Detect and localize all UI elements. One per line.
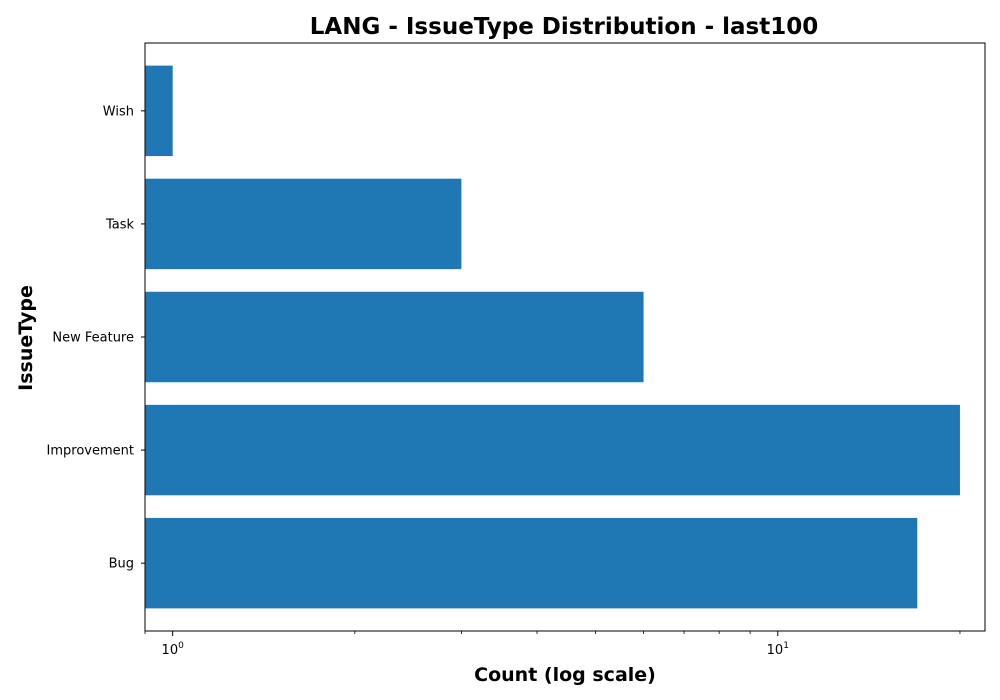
y-tick-label-task: Task: [105, 217, 135, 232]
chart-title: LANG - IssueType Distribution - last100: [310, 14, 819, 40]
x-axis-label: Count (log scale): [474, 664, 656, 686]
x-tick-label-10e1: 101: [767, 641, 789, 658]
y-tick-label-wish: Wish: [103, 104, 134, 119]
y-axis-label: IssueType: [15, 285, 37, 391]
bar-new-feature: [145, 291, 644, 383]
y-tick-label-new-feature: New Feature: [52, 331, 134, 346]
y-tick-label-improvement: Improvement: [47, 444, 134, 459]
bar-improvement: [145, 404, 960, 496]
x-axis: 100 101: [144, 631, 961, 658]
bar-wish: [145, 65, 173, 157]
bars-group: [145, 65, 960, 609]
bar-task: [145, 178, 462, 270]
x-tick-label-10e0: 100: [162, 641, 185, 658]
y-tick-label-bug: Bug: [109, 557, 134, 572]
bar-bug: [145, 517, 918, 609]
y-axis: Bug Improvement New Feature Task Wish: [47, 104, 145, 572]
